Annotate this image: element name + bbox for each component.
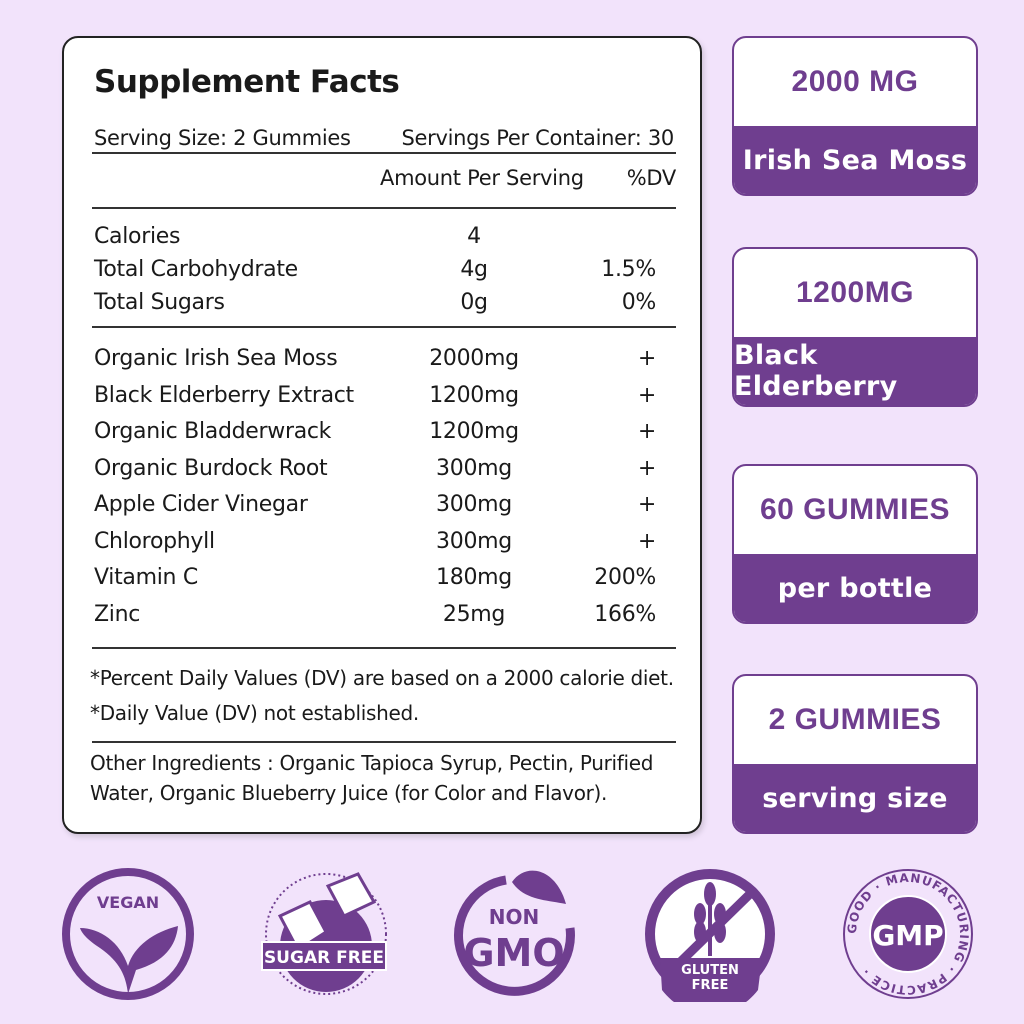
sugar-free-badge: SUGAR FREE: [261, 872, 387, 995]
highlight-box: 1200MG Black Elderberry: [732, 247, 978, 407]
supplement-facts-panel: Supplement Facts Serving Size: 2 Gummies…: [62, 36, 702, 834]
serving-size: Serving Size: 2 Gummies: [94, 126, 351, 150]
vegan-badge: VEGAN: [62, 868, 194, 1000]
ingredient-dv: +: [637, 419, 656, 444]
ingredient-amount: 180mg: [436, 565, 512, 590]
divider: [92, 647, 676, 649]
ingredient-name: Organic Bladderwrack: [94, 419, 332, 444]
amount-header: Amount Per Serving: [380, 166, 584, 190]
other-ingredients-line1: Organic Tapioca Syrup, Pectin, Purified: [279, 751, 654, 775]
ingredient-dv: +: [637, 528, 656, 554]
non-text: NON: [489, 905, 539, 929]
free-text: FREE: [692, 978, 729, 993]
other-ingredients: Other Ingredients : Organic Tapioca Syru…: [90, 751, 654, 775]
nutrition-dv: 1.5%: [601, 257, 656, 282]
nutrition-name: Total Sugars: [94, 290, 225, 315]
ingredient-name: Chlorophyll: [94, 528, 215, 554]
divider: [92, 326, 676, 328]
wheat-icon: [694, 882, 726, 956]
footnote-not-established: *Daily Value (DV) not established.: [90, 701, 419, 725]
other-ingredients-label: Other Ingredients :: [90, 751, 280, 775]
other-ingredients-line2: Water, Organic Blueberry Juice (for Colo…: [90, 781, 608, 805]
highlight-amount: 1200MG: [795, 276, 915, 309]
leaf-icon: [80, 926, 178, 994]
ingredient-amount: 2000mg: [429, 346, 519, 371]
highlight-label: serving size: [734, 764, 976, 832]
gmp-text: GMP: [872, 919, 943, 952]
ingredient-name: Organic Burdock Root: [94, 455, 328, 481]
ingredient-name: Black Elderberry Extract: [94, 382, 354, 408]
label-title: Supplement Facts: [94, 64, 400, 100]
ingredient-amount: 300mg: [436, 492, 512, 517]
ingredient-amount: 1200mg: [429, 419, 519, 444]
ingredient-dv: +: [637, 492, 656, 517]
highlight-amount: 60 GUMMIES: [759, 493, 951, 526]
divider: [92, 741, 676, 743]
gmp-badge: GOOD · MANUFACTURING · PRACTICE · GMP: [843, 869, 973, 999]
vegan-text: VEGAN: [97, 893, 159, 912]
nutrition-name: Calories: [94, 224, 181, 249]
ingredient-amount: 300mg: [436, 455, 512, 481]
nutrition-amount: 4: [467, 224, 481, 249]
ingredient-amount: 25mg: [442, 601, 506, 627]
ingredient-name: Vitamin C: [94, 565, 198, 590]
ingredient-dv: 200%: [594, 565, 656, 590]
highlight-box: 60 GUMMIES per bottle: [732, 464, 978, 624]
ingredient-name: Zinc: [94, 601, 141, 627]
ingredient-dv: +: [637, 346, 656, 371]
highlight-amount: 2 GUMMIES: [768, 703, 942, 736]
nutrition-name: Total Carbohydrate: [94, 257, 298, 282]
ingredient-name: Apple Cider Vinegar: [94, 492, 308, 517]
footnote-dv: *Percent Daily Values (DV) are based on …: [90, 666, 674, 690]
ingredient-name: Organic Irish Sea Moss: [94, 346, 338, 371]
highlight-amount: 2000 MG: [791, 65, 919, 98]
sugar-cube-icon: [277, 872, 377, 953]
highlight-label: per bottle: [734, 554, 976, 622]
servings-per-container: Servings Per Container: 30: [401, 126, 675, 150]
dv-header: %DV: [626, 166, 677, 190]
nutrition-amount: 4g: [460, 257, 488, 282]
ingredient-dv: +: [637, 382, 656, 408]
highlight-box: 2 GUMMIES serving size: [732, 674, 978, 834]
divider: [92, 207, 676, 209]
ingredient-dv: 166%: [594, 601, 656, 627]
gluten-free-badge: GLUTEN FREE: [645, 869, 775, 1002]
leaf-icon: [512, 870, 566, 904]
non-gmo-badge: NON GMO: [453, 870, 575, 996]
ingredient-amount: 1200mg: [429, 382, 519, 408]
nutrition-dv: 0%: [621, 290, 657, 315]
divider: [92, 152, 676, 154]
nutrition-amount: 0g: [460, 290, 488, 315]
sugar-free-text: SUGAR FREE: [264, 948, 384, 968]
gluten-text: GLUTEN: [681, 963, 739, 978]
ingredient-dv: +: [637, 455, 656, 481]
gmo-text: GMO: [463, 931, 564, 975]
ingredient-amount: 300mg: [436, 528, 512, 554]
highlight-box: 2000 MG Irish Sea Moss: [732, 36, 978, 196]
highlight-label: Irish Sea Moss: [734, 126, 976, 194]
highlight-label: Black Elderberry: [734, 337, 976, 405]
